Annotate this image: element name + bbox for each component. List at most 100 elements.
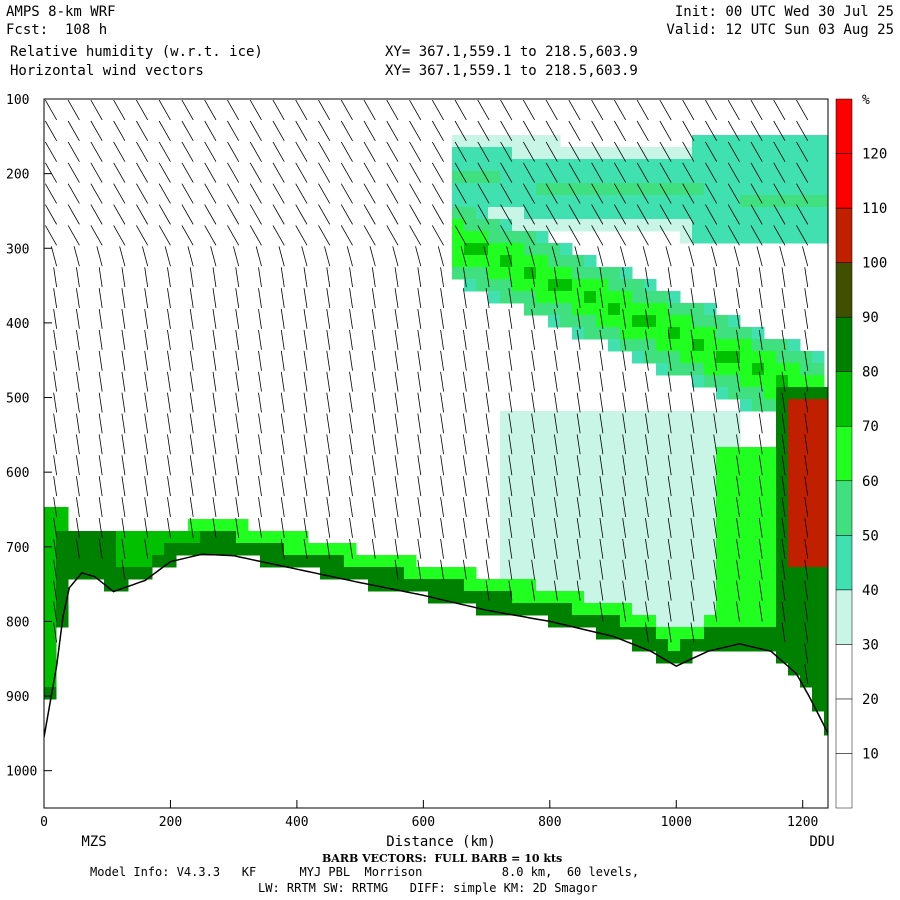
wind-barb: [67, 183, 80, 204]
rh-cell: [728, 339, 741, 352]
wind-barb: [272, 204, 285, 225]
rh-cell: [752, 471, 765, 484]
wind-barb: [804, 455, 809, 476]
wind-barb: [622, 559, 627, 580]
rh-cell: [752, 567, 765, 580]
rh-cell: [740, 327, 753, 340]
wind-barb: [508, 455, 513, 476]
rh-cell: [680, 147, 693, 160]
rh-cell: [752, 399, 765, 412]
rh-cell: [668, 555, 681, 568]
rh-cell: [572, 207, 585, 220]
wind-barb: [522, 141, 535, 162]
rh-cell: [644, 531, 657, 544]
rh-cell: [500, 543, 513, 556]
wind-barb: [614, 99, 627, 121]
rh-cell: [752, 147, 765, 160]
wind-barb: [667, 434, 672, 455]
rh-cell: [620, 411, 633, 424]
rh-cell: [632, 591, 645, 604]
rh-cell: [680, 603, 693, 616]
rh-cell: [764, 615, 777, 628]
rh-cell: [824, 675, 828, 688]
rh-cell: [620, 507, 633, 520]
wind-barb: [44, 120, 57, 141]
wind-barb: [50, 246, 58, 267]
rh-cell: [656, 327, 669, 340]
wind-barb: [591, 225, 604, 246]
wind-barb: [212, 392, 217, 413]
wind-barb: [690, 622, 695, 643]
rh-cell: [332, 543, 345, 556]
wind-barb: [295, 225, 308, 246]
rh-cell: [740, 363, 753, 376]
rh-cell: [560, 423, 573, 436]
rh-cell: [620, 219, 633, 232]
wind-barb: [227, 99, 240, 121]
wind-barb: [392, 246, 399, 267]
rh-cell: [812, 603, 825, 616]
rh-cell: [692, 207, 705, 220]
rh-cell: [620, 531, 633, 544]
rh-cell: [536, 183, 549, 196]
rh-cell: [116, 531, 129, 544]
y-tick-label: 200: [6, 168, 29, 183]
rh-cell: [824, 495, 828, 508]
wind-barb: [665, 246, 672, 267]
wind-barb: [56, 99, 57, 100]
rh-cell: [656, 159, 669, 172]
rh-cell: [716, 387, 729, 400]
rh-cell: [536, 411, 549, 424]
rh-cell: [632, 507, 645, 520]
wind-barb: [346, 246, 353, 267]
wind-barb: [636, 204, 649, 225]
rh-cell: [620, 147, 633, 160]
rh-cell: [320, 555, 333, 568]
rh-cell: [128, 543, 141, 556]
wind-barb: [90, 225, 103, 246]
wind-barb: [53, 413, 58, 434]
x-axis-label: Distance (km): [386, 834, 496, 850]
rh-cell: [692, 483, 705, 496]
wind-barb: [622, 517, 627, 538]
rh-cell: [740, 507, 753, 520]
rh-cell: [560, 219, 573, 232]
rh-cell: [548, 459, 561, 472]
rh-cell: [824, 135, 828, 148]
wind-barb: [204, 225, 217, 246]
rh-cell: [704, 555, 717, 568]
wind-barb: [440, 497, 444, 517]
rh-cell: [332, 567, 345, 580]
rh-cell: [512, 171, 525, 184]
wind-barb: [576, 517, 581, 538]
wind-barb: [167, 517, 171, 538]
wind-barb: [750, 204, 763, 225]
rh-cell: [824, 483, 828, 496]
rh-cell: [764, 231, 777, 244]
rh-cell: [608, 459, 621, 472]
wind-barb: [167, 350, 171, 371]
rh-cell: [824, 435, 828, 448]
rh-cell: [608, 207, 621, 220]
rh-cell: [644, 459, 657, 472]
rh-cell: [452, 231, 465, 244]
rh-cell: [716, 591, 729, 604]
wind-barb: [212, 267, 217, 288]
rh-cell: [668, 147, 681, 160]
wind-barb: [758, 350, 763, 371]
wind-barb: [781, 434, 786, 455]
rh-cell: [764, 195, 777, 208]
rh-cell: [680, 231, 693, 244]
colorbar-swatch: [835, 480, 853, 536]
wind-barb: [599, 517, 604, 538]
rh-cell: [716, 171, 729, 184]
rh-cell: [680, 627, 693, 640]
rh-cell: [500, 159, 513, 172]
wind-barb: [736, 538, 740, 559]
wind-barb: [144, 434, 149, 455]
rh-cell: [632, 183, 645, 196]
rh-cell: [656, 483, 669, 496]
rh-cell: [560, 567, 573, 580]
wind-barb: [614, 141, 627, 162]
rh-cell: [524, 519, 537, 532]
